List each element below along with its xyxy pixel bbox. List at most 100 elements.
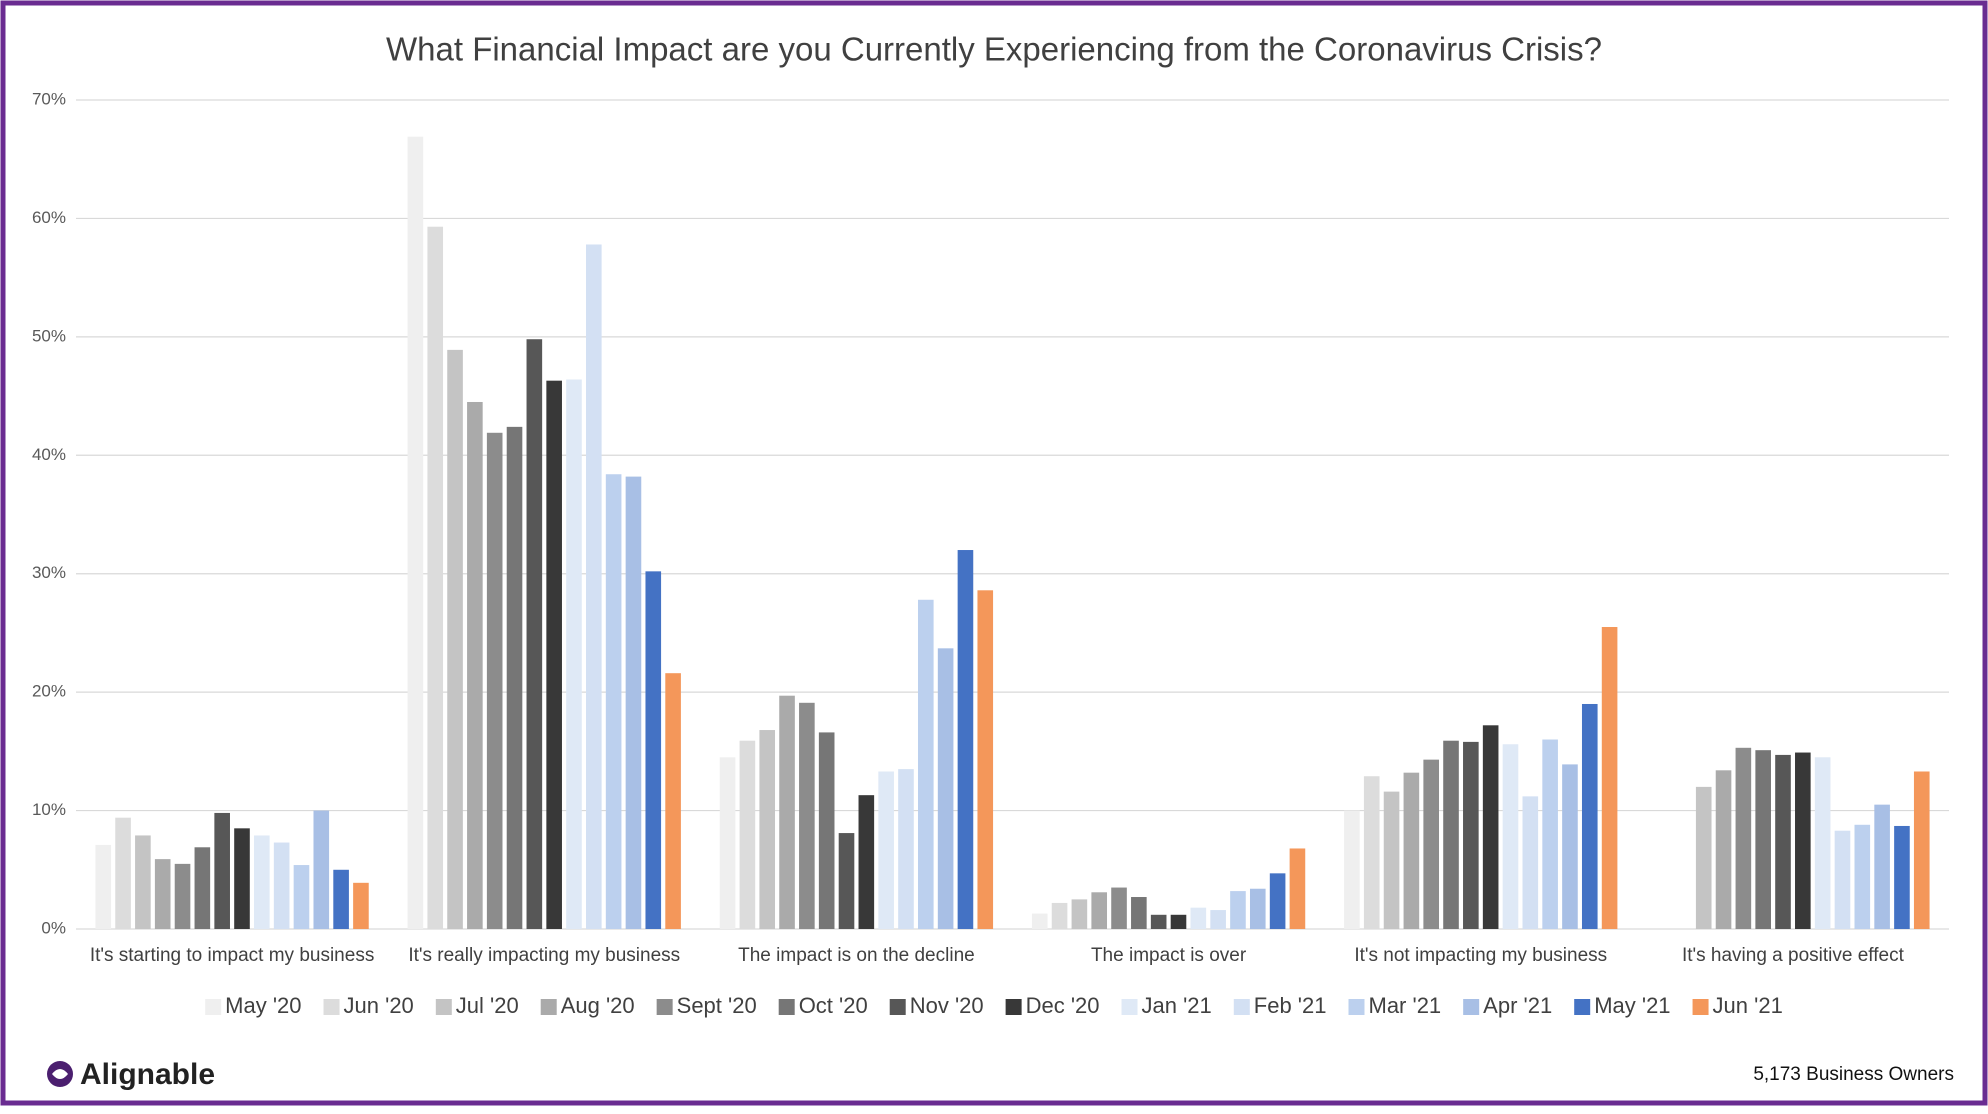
bar [194,847,211,929]
bar [407,136,424,929]
brand-logo [47,1061,73,1087]
bar [566,379,582,929]
legend-label: Mar '21 [1368,993,1441,1018]
bar [1443,740,1459,929]
bar [625,476,642,929]
bar [1210,910,1226,929]
x-tick-label: The impact is on the decline [738,945,975,966]
bar [1814,757,1831,929]
chart-title: What Financial Impact are you Currently … [386,31,1602,68]
bar [858,795,875,929]
legend-swatch [656,999,673,1015]
bar [353,882,369,929]
bar [1403,772,1420,929]
legend-label: Jan '21 [1142,993,1212,1018]
brand: Alignable [80,1058,215,1091]
bar [1031,913,1048,929]
bar [506,426,523,929]
bar [779,695,795,929]
bar [1131,897,1147,929]
bar [1542,739,1558,929]
bar [273,842,290,929]
bar [427,226,444,929]
legend-swatch [1463,999,1480,1015]
bar [546,380,562,929]
legend-label: Feb '21 [1254,993,1327,1018]
legend-swatch [205,999,222,1015]
legend-swatch [1574,999,1591,1015]
bar [1269,873,1286,929]
y-tick-label: 60% [32,208,66,227]
bar [1111,887,1127,929]
bar [977,590,994,929]
bar [214,812,230,929]
bar [1601,627,1618,929]
bar [447,349,463,929]
bar [1463,741,1479,929]
x-tick-label: It's having a positive effect [1682,945,1905,966]
bar [739,740,756,929]
bar [1522,796,1539,929]
bar [1755,750,1771,929]
bar [313,810,330,929]
y-tick-label: 40% [32,445,66,464]
bar [1775,754,1791,929]
y-tick-label: 30% [32,563,66,582]
bar [645,571,662,929]
legend-label: Sept '20 [677,993,757,1018]
bar [135,835,151,929]
legend-swatch [1348,999,1365,1015]
legend-label: Jun '20 [344,993,414,1018]
bar [95,844,112,929]
bar [1834,830,1851,929]
bar [1715,770,1732,929]
bar [878,771,894,929]
bar [1854,824,1871,929]
logo-icon-detail [52,1069,68,1079]
bar [799,702,815,929]
bar [586,244,602,930]
legend-label: Nov '20 [910,993,984,1018]
bar [1071,899,1088,929]
y-tick-label: 0% [41,918,66,937]
y-tick-label: 50% [32,326,66,345]
legend-label: Aug '20 [561,993,635,1018]
bar [1383,791,1400,929]
bar [467,401,483,929]
bar [937,648,954,929]
legend-swatch [778,999,795,1015]
footnote: 5,173 Business Owners [1753,1064,1954,1085]
bar [115,817,131,929]
legend-swatch [1233,999,1250,1015]
bar [719,757,736,929]
bar [1289,848,1306,929]
bar [1894,825,1910,929]
y-tick-label: 20% [32,682,66,701]
bar [1190,907,1207,929]
bar [333,869,349,929]
bar [1502,744,1519,929]
x-tick-label: It's not impacting my business [1354,945,1607,966]
bar [1230,891,1246,929]
legend-label: Oct '20 [799,993,868,1018]
legend: May '20 Jun '20 Jul '20 Aug '20 Sept '20 Oct … [205,993,1783,1018]
bar [1363,776,1380,929]
legend-label: May '21 [1594,993,1670,1018]
bar [254,835,270,929]
y-tick-label: 70% [32,89,66,108]
bar [1795,752,1811,929]
bar [1874,804,1890,929]
bar [1344,810,1360,929]
bar [1170,914,1187,929]
legend-swatch [323,999,340,1015]
bar [234,828,250,929]
bar [665,673,681,929]
bar [759,730,776,929]
legend-swatch [540,999,557,1015]
bar [526,339,543,929]
bar [154,859,171,929]
bar [1249,888,1266,929]
bar [1695,786,1712,929]
